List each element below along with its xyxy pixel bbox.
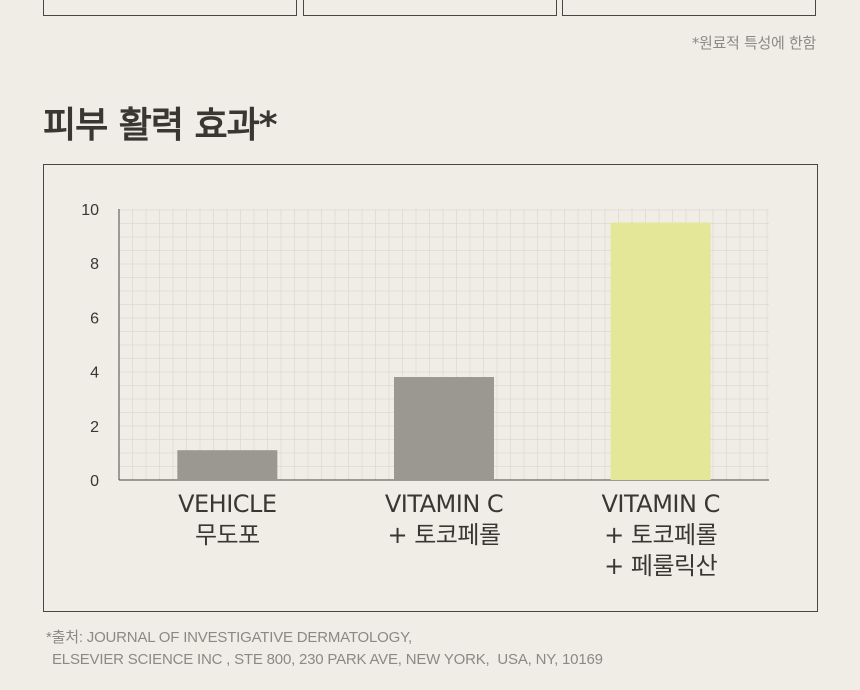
source-line-2: ELSEVIER SCIENCE INC , STE 800, 230 PARK…: [52, 651, 603, 668]
bar-3: [610, 222, 711, 481]
top-box-3: [562, 0, 816, 16]
source-line-1: *출처: JOURNAL OF INVESTIGATIVE DERMATOLOG…: [46, 629, 412, 646]
y-tick-label: 2: [90, 419, 99, 436]
source-citation: *출처: JOURNAL OF INVESTIGATIVE DERMATOLOG…: [46, 627, 603, 671]
x-tick-label: VEHICLE: [178, 490, 277, 518]
y-tick-label: 4: [90, 365, 99, 382]
x-tick-label: 무도포: [195, 521, 260, 549]
chart-frame: 0 2 4 6 8 10 VEHICLE 무도포 VITAMIN C + 토코페롤 VITAMIN …: [43, 164, 818, 612]
x-tick-label: + 토코페롤: [387, 521, 500, 549]
x-tick-label: VITAMIN C: [601, 490, 719, 518]
top-box-1: [43, 0, 297, 16]
bar-chart: 0 2 4 6 8 10 VEHICLE 무도포 VITAMIN C + 토코페롤 VITAMIN …: [81, 202, 769, 580]
bar-2: [394, 377, 494, 480]
top-box-2: [303, 0, 557, 16]
y-tick-label: 6: [90, 310, 99, 327]
disclaimer: *원료적 특성에 한함: [691, 34, 816, 52]
bar-1: [177, 450, 278, 480]
y-tick-label: 8: [90, 256, 99, 273]
y-tick-label: 0: [90, 473, 99, 490]
page-title: 피부 활력 효과*: [43, 105, 278, 146]
x-tick-label: + 페룰릭산: [604, 552, 717, 580]
y-tick-label: 10: [81, 202, 99, 219]
top-boxes: [43, 0, 817, 18]
x-tick-label: + 토코페롤: [604, 521, 717, 549]
x-tick-label: VITAMIN C: [385, 490, 503, 518]
